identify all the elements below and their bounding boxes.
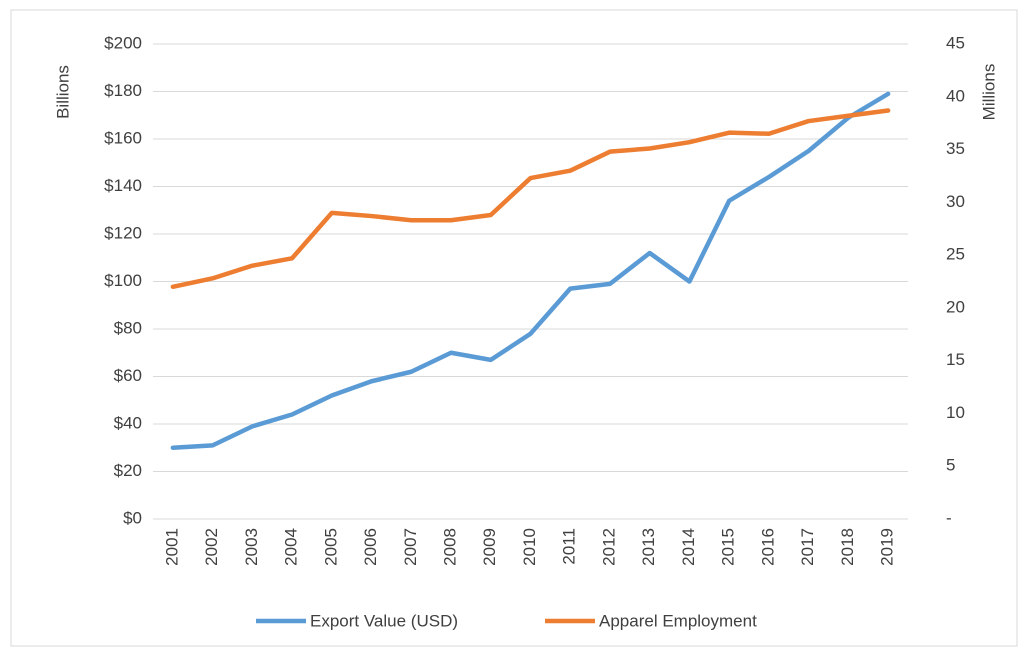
x-tick-label: 2012 — [599, 528, 618, 566]
y2-tick-label: 15 — [946, 350, 965, 369]
y-tick-label: $80 — [114, 318, 142, 337]
legend-label: Apparel Employment — [599, 611, 757, 630]
x-tick-label: 2015 — [719, 528, 738, 566]
y-tick-label: $60 — [114, 366, 142, 385]
y2-tick-label: - — [946, 508, 952, 527]
x-tick-label: 2005 — [321, 528, 340, 566]
x-tick-label: 2016 — [758, 528, 777, 566]
y2-tick-label: 30 — [946, 192, 965, 211]
x-tick-label: 2018 — [838, 528, 857, 566]
y2-tick-label: 5 — [946, 456, 955, 475]
y2-tick-label: 35 — [946, 139, 965, 158]
y-tick-label: $160 — [104, 128, 142, 147]
y-axis-label: Billions — [53, 65, 72, 119]
x-tick-label: 2001 — [162, 528, 181, 566]
y2-tick-label: 45 — [946, 33, 965, 52]
x-tick-label: 2007 — [401, 528, 420, 566]
x-tick-label: 2017 — [798, 528, 817, 566]
x-tick-label: 2014 — [679, 528, 698, 566]
data-line — [170, 108, 891, 290]
y-tick-label: $20 — [114, 461, 142, 480]
y-tick-label: $120 — [104, 223, 142, 242]
y-tick-label: $140 — [104, 176, 142, 195]
y2-axis-label: Millions — [979, 64, 998, 121]
x-tick-label: 2010 — [520, 528, 539, 566]
x-tick-label: 2008 — [441, 528, 460, 566]
x-tick-label: 2002 — [202, 528, 221, 566]
x-tick-label: 2006 — [361, 528, 380, 566]
y-tick-label: $180 — [104, 81, 142, 100]
x-tick-label: 2003 — [242, 528, 261, 566]
legend-label: Export Value (USD) — [310, 611, 458, 630]
y-tick-label: $200 — [104, 33, 142, 52]
y2-tick-label: 20 — [946, 297, 965, 316]
y-tick-label: $100 — [104, 271, 142, 290]
y2-tick-label: 25 — [946, 245, 965, 264]
x-tick-label: 2013 — [639, 528, 658, 566]
y-tick-label: $0 — [123, 508, 142, 527]
x-tick-label: 2011 — [560, 528, 579, 565]
x-tick-label: 2009 — [480, 528, 499, 566]
y2-tick-label: 40 — [946, 86, 965, 105]
y-tick-label: $40 — [114, 413, 142, 432]
data-line — [170, 91, 891, 450]
x-tick-label: 2019 — [878, 528, 897, 566]
y2-tick-label: 10 — [946, 403, 965, 422]
x-tick-label: 2004 — [282, 528, 301, 566]
